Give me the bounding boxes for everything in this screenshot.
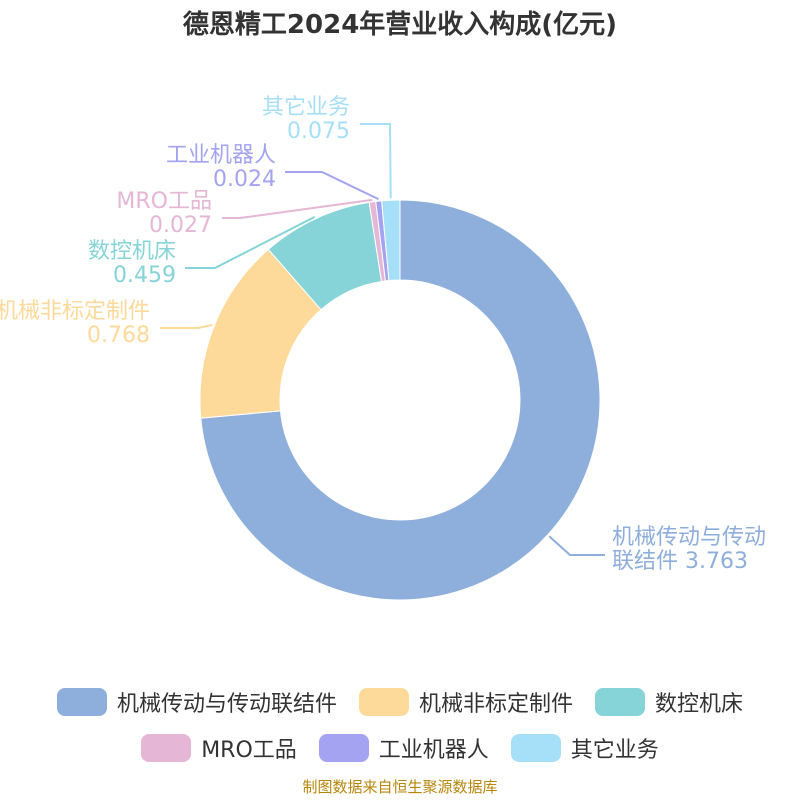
legend-swatch [595, 688, 645, 716]
data-label-5: 其它业务 0.075 [262, 95, 350, 144]
legend-label: 其它业务 [570, 738, 659, 763]
legend-label: 机械非标定制件 [418, 692, 573, 717]
data-label-3: MRO工品 0.027 [116, 189, 212, 238]
leader-line-1 [160, 323, 213, 329]
legend-swatch [56, 688, 107, 716]
chart-title: 德恩精工2024年营业收入构成(亿元) [182, 10, 618, 40]
legend-label: 数控机床 [655, 692, 744, 717]
legend: 机械传动与传动联结件 机械非标定制件 数控机床 MRO工品 工业机器人 其它业务 [20, 686, 780, 764]
legend-item-5[interactable]: 其它业务 [510, 732, 659, 764]
leader-line-2 [185, 216, 316, 269]
legend-item-4[interactable]: 工业机器人 [318, 732, 489, 764]
data-label-4: 工业机器人 0.024 [166, 143, 276, 192]
legend-item-1[interactable]: 机械非标定制件 [358, 686, 573, 718]
data-label-0: 机械传动与传动联结件 3.763 [612, 525, 766, 574]
legend-item-3[interactable]: MRO工品 [141, 732, 297, 764]
leader-line-5 [360, 123, 392, 199]
legend-swatch [141, 734, 192, 762]
source-note: 制图数据来自恒生聚源数据库 [302, 778, 498, 796]
leader-line-3 [222, 198, 373, 219]
legend-item-2[interactable]: 数控机床 [595, 686, 743, 718]
leader-line-4 [285, 171, 379, 201]
legend-swatch [510, 734, 561, 762]
slice-0[interactable] [200, 199, 601, 601]
leader-line-0 [548, 535, 605, 556]
legend-item-0[interactable]: 机械传动与传动联结件 [56, 686, 337, 718]
legend-label: 工业机器人 [378, 738, 489, 763]
legend-label: MRO工品 [201, 738, 297, 763]
data-label-1: 机械非标定制件 0.768 [0, 299, 150, 348]
legend-swatch [358, 688, 409, 716]
legend-swatch [318, 734, 369, 762]
slice-5[interactable] [381, 199, 401, 282]
data-label-2: 数控机床 0.459 [88, 239, 176, 288]
legend-label: 机械传动与传动联结件 [116, 692, 337, 717]
